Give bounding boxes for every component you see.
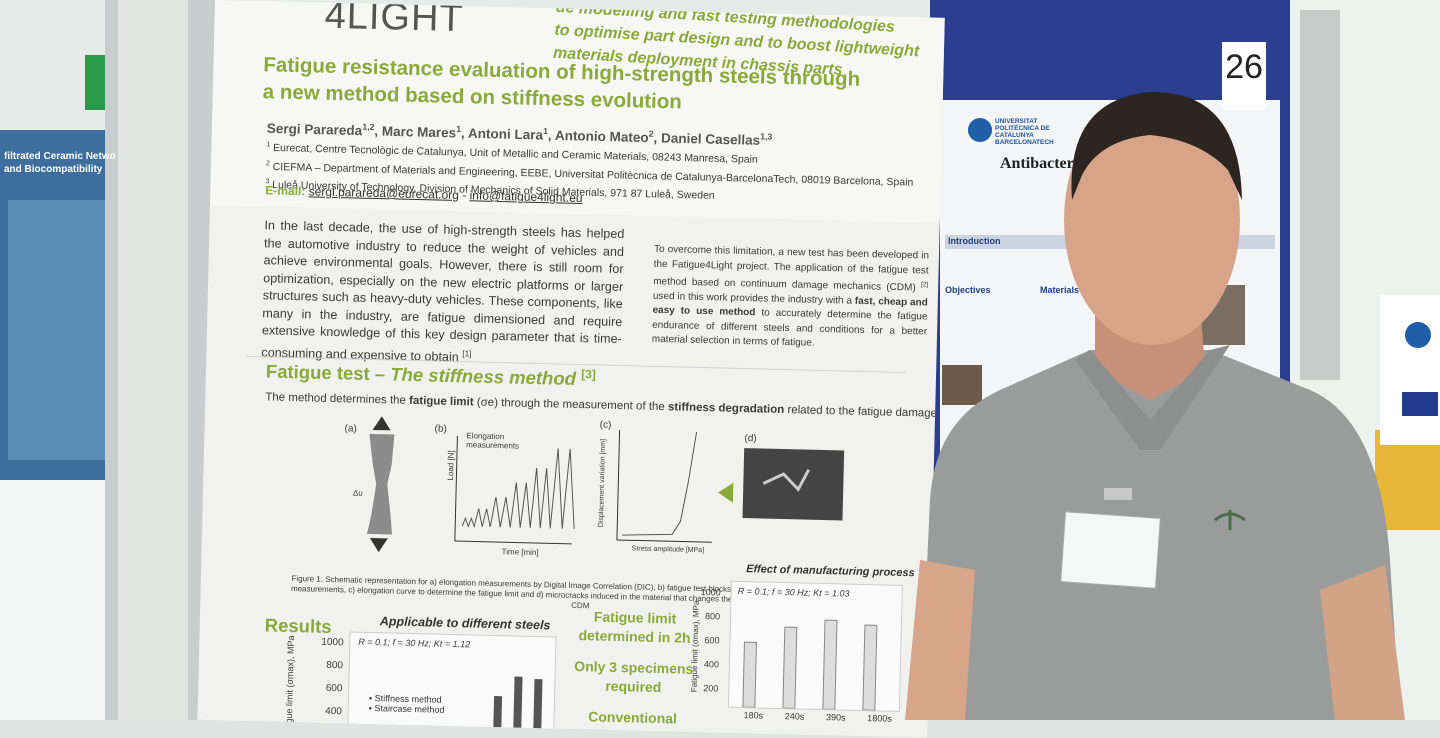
arrow-down xyxy=(369,537,388,553)
right-poster-section: Introduction xyxy=(948,236,1001,246)
arrow-up xyxy=(372,416,391,431)
right-poster-section: Materials & M xyxy=(1040,285,1099,295)
person xyxy=(905,91,1405,720)
hair xyxy=(1071,91,1242,200)
specimen xyxy=(367,433,395,535)
left-poster-title-line: and Biocompatibility xyxy=(4,164,103,175)
right-poster-photo xyxy=(942,365,982,405)
axis xyxy=(616,430,621,540)
axis xyxy=(616,539,712,543)
face xyxy=(1064,95,1240,345)
right-arm xyxy=(1320,565,1405,720)
green-arrow xyxy=(718,482,734,503)
board-side xyxy=(118,0,188,720)
pole xyxy=(1300,10,1340,380)
chart2: R = 0.1; f = 30 Hz; Kt = 1.03 xyxy=(727,580,903,712)
shirt-logo xyxy=(1214,510,1246,530)
board-number: 26 xyxy=(1225,48,1263,86)
upc-sign xyxy=(1380,295,1440,445)
left-poster-title-line: filtrated Ceramic Netwo xyxy=(4,151,116,162)
chart2-bars xyxy=(742,619,878,711)
number-card xyxy=(1222,42,1266,110)
left-poster-body xyxy=(8,200,116,460)
upc-logo-right xyxy=(968,118,992,142)
shirt xyxy=(920,350,1400,720)
bar xyxy=(742,641,757,708)
bar xyxy=(782,626,798,709)
exit-sign xyxy=(85,55,107,110)
yellow-panel xyxy=(1375,430,1440,530)
elongation-curve xyxy=(622,431,698,536)
microcrack xyxy=(762,468,811,492)
figure-1 xyxy=(367,416,845,553)
name-badge xyxy=(1060,511,1161,589)
left-arm xyxy=(905,560,975,720)
right-poster-university: UNIVERSITAT POLITÈCNICA DE CATALUNYA BAR… xyxy=(995,118,1054,146)
left-poster-title: filtrated Ceramic Netwo and Biocompatibi… xyxy=(4,150,119,176)
upc-logo xyxy=(1405,322,1431,348)
axis xyxy=(454,436,458,542)
load-signal xyxy=(461,448,575,529)
axis xyxy=(454,540,572,545)
collar xyxy=(1075,345,1230,450)
bar xyxy=(862,624,878,711)
badge-clip xyxy=(1104,488,1132,500)
eu-flag xyxy=(1402,392,1438,416)
bar xyxy=(822,619,838,710)
right-poster-section: Objectives xyxy=(945,285,991,295)
